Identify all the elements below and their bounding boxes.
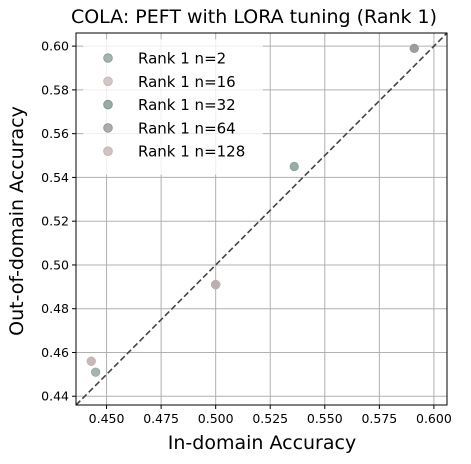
x-axis-label: In-domain Accuracy: [168, 432, 356, 454]
data-points: [86, 43, 419, 377]
legend-box: [83, 39, 263, 175]
y-tick-label: 0.46: [41, 345, 69, 360]
legend-marker: [103, 53, 113, 63]
x-tick-label: 0.450: [89, 411, 125, 426]
y-axis-label: Out-of-domain Accuracy: [6, 106, 28, 336]
legend-label: Rank 1 n=64: [138, 119, 236, 137]
x-axis-ticks: 0.450 0.475 0.500 0.525 0.550 0.575 0.600: [89, 405, 452, 426]
data-point-series-5: [211, 280, 221, 290]
x-tick-label: 0.475: [143, 411, 179, 426]
y-tick-label: 0.52: [41, 214, 69, 229]
x-tick-label: 0.550: [307, 411, 343, 426]
x-tick-label: 0.525: [252, 411, 288, 426]
legend: Rank 1 n=2 Rank 1 n=16 Rank 1 n=32 Rank 1 n…: [83, 39, 263, 175]
y-tick-label: 0.48: [41, 301, 69, 316]
legend-marker: [103, 123, 113, 133]
y-tick-label: 0.60: [41, 39, 69, 54]
x-tick-label: 0.600: [416, 411, 452, 426]
legend-label: Rank 1 n=16: [138, 73, 236, 91]
legend-marker: [103, 146, 113, 156]
diagonal-reference-line: [75, 32, 448, 406]
x-tick-label: 0.575: [361, 411, 397, 426]
legend-marker: [103, 76, 113, 87]
legend-label: Rank 1 n=2: [138, 50, 226, 68]
legend-label: Rank 1 n=32: [138, 96, 236, 114]
data-point-series-3: [289, 161, 299, 172]
y-axis-ticks: 0.44 0.46 0.48 0.50 0.52 0.54 0.56 0.58 0.60: [41, 39, 76, 404]
y-tick-label: 0.58: [41, 82, 69, 97]
data-point-series-4: [409, 43, 419, 53]
y-tick-label: 0.54: [41, 170, 69, 185]
x-tick-label: 0.500: [198, 411, 234, 426]
y-tick-label: 0.56: [41, 126, 69, 141]
y-tick-label: 0.44: [41, 389, 69, 404]
plot-frame: [75, 32, 448, 406]
legend-marker: [103, 99, 113, 110]
chart-title: COLA: PEFT with LORA tuning (Rank 1): [71, 6, 437, 28]
data-point-series-5: [86, 356, 96, 366]
y-tick-label: 0.50: [41, 257, 69, 272]
data-point-series-1: [91, 367, 101, 377]
legend-label: Rank 1 n=128: [138, 143, 245, 161]
